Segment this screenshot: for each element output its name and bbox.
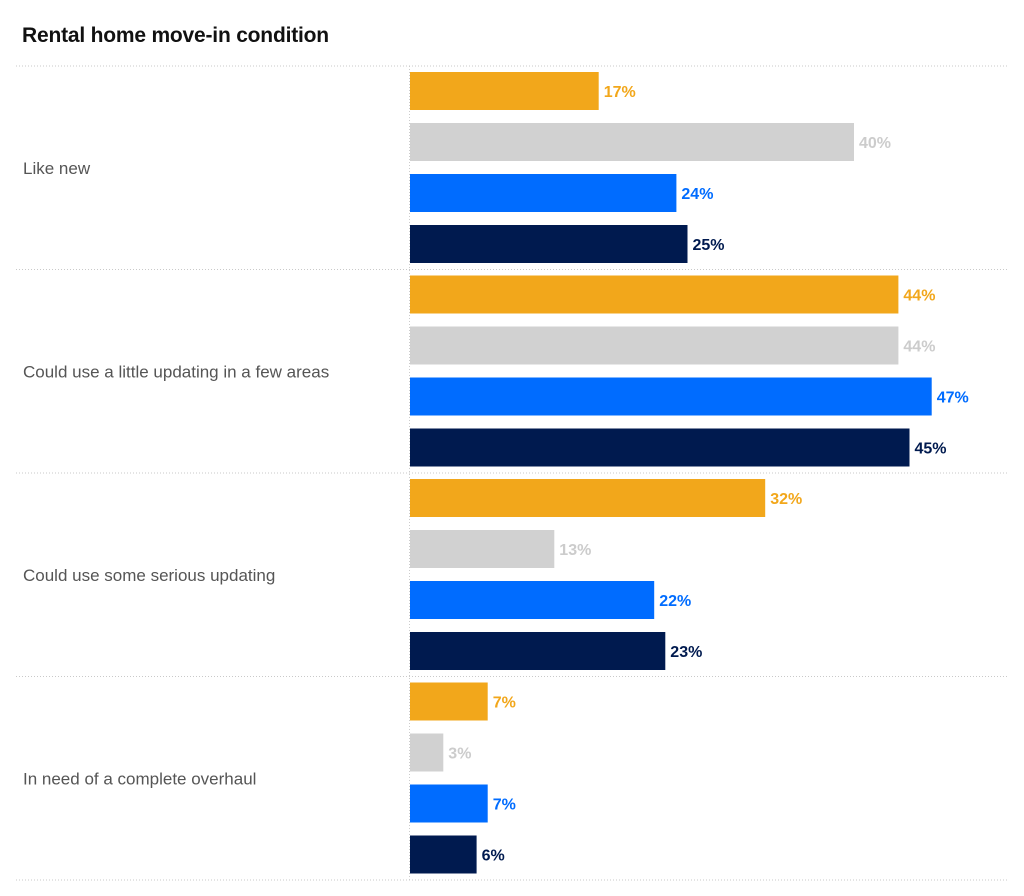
bar (410, 581, 655, 619)
bar (410, 123, 854, 161)
chart-title: Rental home move-in condition (22, 24, 329, 47)
data-label: 7% (493, 695, 516, 712)
category-label: In need of a complete overhaul (23, 769, 256, 788)
data-label: 17% (604, 84, 636, 101)
data-label: 23% (670, 644, 702, 661)
bar (410, 72, 599, 110)
data-label: 13% (559, 542, 591, 559)
bar (410, 835, 477, 874)
data-label: 45% (915, 441, 947, 458)
bar (410, 682, 488, 721)
bar (410, 225, 688, 263)
data-label: 32% (770, 491, 802, 508)
category-label: Could use a little updating in a few are… (23, 362, 329, 381)
data-label: 25% (693, 237, 725, 254)
data-label: 40% (859, 135, 891, 152)
data-label: 6% (482, 848, 505, 865)
data-label: 44% (903, 339, 935, 356)
category-label: Like new (23, 159, 91, 178)
bar (410, 326, 899, 365)
data-label: 44% (903, 288, 935, 305)
data-label: 22% (659, 593, 691, 610)
data-label: 7% (493, 797, 516, 814)
bar (410, 632, 666, 670)
bar (410, 784, 488, 823)
bar (410, 174, 677, 212)
bar (410, 428, 910, 467)
category-label: Could use some serious updating (23, 566, 275, 585)
bar (410, 377, 932, 416)
bar (410, 733, 444, 772)
bar (410, 479, 766, 517)
bar (410, 530, 555, 568)
data-label: 24% (681, 186, 713, 203)
data-label: 3% (448, 746, 471, 763)
data-label: 47% (937, 390, 969, 407)
bar (410, 275, 899, 314)
